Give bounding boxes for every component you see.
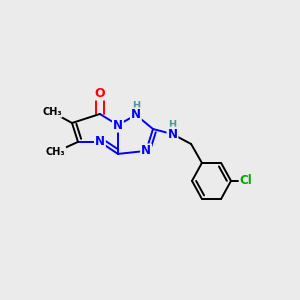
Text: Cl: Cl [240, 174, 252, 188]
Text: H: H [168, 120, 177, 130]
Text: N: N [131, 108, 141, 122]
Text: CH₃: CH₃ [42, 107, 62, 117]
Text: N: N [141, 144, 151, 158]
Text: O: O [94, 86, 105, 100]
Text: H: H [132, 101, 140, 111]
Text: CH₃: CH₃ [46, 147, 65, 157]
Text: N: N [113, 118, 123, 132]
Text: N: N [167, 128, 178, 141]
Text: N: N [95, 135, 105, 148]
